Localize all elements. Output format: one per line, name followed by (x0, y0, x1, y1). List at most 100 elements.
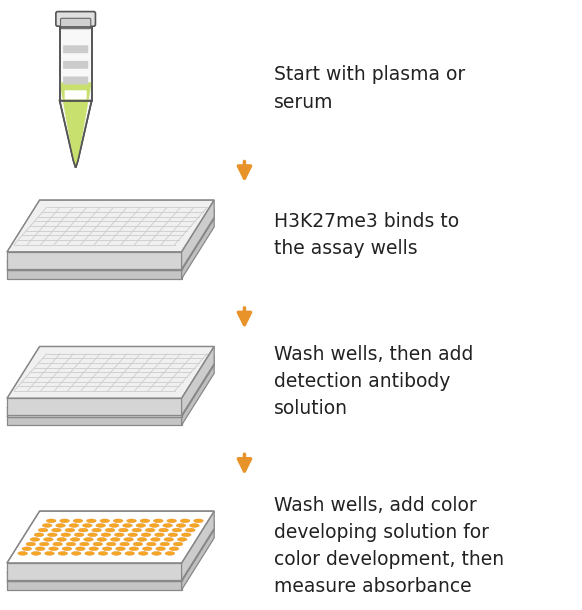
FancyBboxPatch shape (61, 18, 91, 29)
Ellipse shape (34, 533, 44, 537)
Ellipse shape (44, 537, 53, 541)
Ellipse shape (72, 551, 81, 555)
Polygon shape (7, 573, 182, 581)
Ellipse shape (116, 547, 125, 551)
FancyBboxPatch shape (56, 12, 95, 26)
Ellipse shape (132, 528, 141, 532)
Ellipse shape (143, 547, 152, 551)
FancyBboxPatch shape (63, 76, 88, 84)
Ellipse shape (52, 528, 61, 532)
Polygon shape (182, 529, 214, 590)
Ellipse shape (89, 547, 98, 551)
Polygon shape (182, 218, 214, 279)
Ellipse shape (133, 542, 143, 546)
Ellipse shape (40, 542, 49, 546)
Ellipse shape (60, 519, 69, 523)
Ellipse shape (48, 533, 57, 537)
Ellipse shape (176, 523, 186, 527)
Ellipse shape (163, 523, 172, 527)
Ellipse shape (36, 547, 45, 551)
Ellipse shape (165, 551, 175, 555)
Ellipse shape (140, 519, 150, 523)
Ellipse shape (69, 523, 79, 527)
Ellipse shape (87, 519, 96, 523)
Ellipse shape (66, 542, 76, 546)
FancyBboxPatch shape (59, 27, 92, 101)
Ellipse shape (160, 542, 169, 546)
Polygon shape (7, 262, 182, 270)
Ellipse shape (74, 533, 84, 537)
Ellipse shape (173, 542, 183, 546)
Ellipse shape (120, 542, 129, 546)
Ellipse shape (155, 533, 164, 537)
Ellipse shape (107, 542, 116, 546)
Ellipse shape (113, 519, 123, 523)
Ellipse shape (79, 528, 88, 532)
Ellipse shape (186, 528, 195, 532)
Ellipse shape (85, 551, 94, 555)
Ellipse shape (47, 519, 56, 523)
Ellipse shape (127, 519, 136, 523)
Polygon shape (182, 511, 214, 580)
Ellipse shape (96, 523, 105, 527)
Polygon shape (7, 270, 182, 279)
Polygon shape (182, 521, 214, 581)
Ellipse shape (167, 519, 176, 523)
Ellipse shape (115, 533, 124, 537)
FancyBboxPatch shape (63, 61, 88, 69)
Ellipse shape (57, 537, 66, 541)
Polygon shape (7, 398, 182, 415)
Ellipse shape (112, 551, 121, 555)
Ellipse shape (42, 523, 52, 527)
Ellipse shape (152, 551, 161, 555)
Ellipse shape (100, 519, 109, 523)
Polygon shape (182, 365, 214, 425)
Ellipse shape (147, 542, 156, 546)
Polygon shape (7, 218, 214, 270)
FancyBboxPatch shape (63, 45, 88, 53)
Ellipse shape (38, 528, 48, 532)
Ellipse shape (76, 547, 85, 551)
Ellipse shape (178, 537, 187, 541)
Ellipse shape (125, 551, 134, 555)
Polygon shape (7, 252, 182, 269)
Text: Wash wells, then add
detection antibody
solution: Wash wells, then add detection antibody … (274, 345, 473, 418)
Ellipse shape (150, 523, 159, 527)
Ellipse shape (168, 533, 178, 537)
Ellipse shape (151, 537, 160, 541)
Ellipse shape (22, 547, 31, 551)
Ellipse shape (129, 547, 139, 551)
Ellipse shape (146, 528, 155, 532)
Polygon shape (182, 210, 214, 270)
Ellipse shape (180, 519, 190, 523)
Ellipse shape (105, 528, 115, 532)
Ellipse shape (88, 533, 97, 537)
Ellipse shape (31, 551, 41, 555)
Ellipse shape (109, 523, 119, 527)
Ellipse shape (136, 523, 146, 527)
Ellipse shape (45, 551, 54, 555)
Ellipse shape (18, 551, 27, 555)
Ellipse shape (156, 547, 165, 551)
Ellipse shape (128, 533, 137, 537)
Ellipse shape (159, 528, 168, 532)
Ellipse shape (164, 537, 173, 541)
Ellipse shape (62, 547, 72, 551)
Ellipse shape (56, 523, 65, 527)
Ellipse shape (154, 519, 163, 523)
Ellipse shape (58, 551, 68, 555)
Text: Wash wells, add color
developing solution for
color development, then
measure ab: Wash wells, add color developing solutio… (274, 495, 503, 597)
Ellipse shape (98, 551, 108, 555)
Ellipse shape (97, 537, 107, 541)
Ellipse shape (169, 547, 179, 551)
Polygon shape (7, 511, 214, 563)
Text: H3K27me3 binds to
the assay wells: H3K27me3 binds to the assay wells (274, 212, 459, 258)
Polygon shape (182, 356, 214, 417)
Ellipse shape (92, 528, 101, 532)
Polygon shape (7, 356, 214, 408)
Polygon shape (7, 511, 214, 563)
Ellipse shape (93, 542, 102, 546)
Ellipse shape (84, 537, 93, 541)
Ellipse shape (26, 542, 36, 546)
Polygon shape (7, 200, 214, 252)
